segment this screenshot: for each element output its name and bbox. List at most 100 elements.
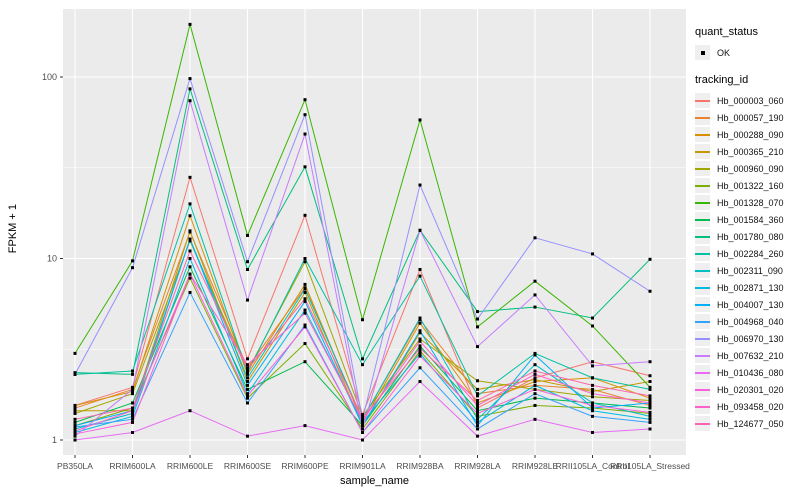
data-point — [476, 427, 479, 431]
legend-item-label: Hb_093458_020 — [717, 401, 784, 412]
data-point — [476, 317, 479, 321]
data-point — [188, 229, 192, 233]
data-point — [418, 346, 422, 350]
data-point — [303, 113, 307, 117]
legend-key-box — [695, 263, 710, 278]
x-tick-label: RRIM928BA — [396, 461, 444, 471]
legend-line-icon — [695, 133, 710, 136]
data-point — [648, 414, 652, 418]
data-point — [188, 265, 192, 269]
data-point — [361, 419, 364, 423]
data-point — [591, 360, 594, 364]
data-point — [131, 430, 134, 434]
legend-line-icon — [695, 337, 710, 340]
data-point — [188, 99, 192, 103]
legend-item: Hb_000365_210 — [695, 143, 799, 160]
legend-line-icon — [695, 422, 710, 425]
x-tick-label: RRIM600SE — [224, 461, 272, 471]
legend-item-label: Hb_001780_080 — [717, 231, 784, 242]
data-point — [246, 434, 249, 438]
data-point — [476, 392, 479, 396]
data-point — [303, 287, 307, 291]
data-point — [648, 360, 652, 364]
data-point — [591, 383, 594, 387]
data-point — [303, 297, 307, 301]
data-point — [533, 387, 537, 391]
legend-item: Hb_000288_090 — [695, 126, 799, 143]
data-point — [131, 266, 134, 270]
data-point — [131, 372, 134, 376]
data-point — [418, 318, 422, 322]
data-point — [246, 376, 249, 380]
legend-key-box — [695, 382, 710, 397]
data-point — [246, 394, 249, 398]
legend-line-icon — [695, 218, 710, 221]
legend-line-icon — [695, 99, 710, 102]
data-point — [188, 214, 192, 218]
data-point — [131, 417, 134, 421]
data-point — [303, 342, 307, 346]
data-point — [188, 276, 192, 280]
data-point — [73, 420, 77, 424]
legend-item-label: Hb_001322_160 — [717, 180, 784, 191]
data-point — [131, 409, 134, 413]
legend-item: Hb_001584_360 — [695, 211, 799, 228]
data-point — [418, 349, 422, 353]
data-point — [648, 401, 652, 405]
data-point — [533, 378, 537, 382]
data-point — [246, 387, 249, 391]
data-point — [361, 363, 364, 367]
legend-item: Hb_006970_130 — [695, 330, 799, 347]
data-point — [246, 383, 249, 387]
data-point — [476, 401, 479, 405]
data-point — [418, 344, 422, 348]
data-point — [246, 380, 249, 384]
legend-item-label: Hb_010436_080 — [717, 367, 784, 378]
data-point — [648, 420, 652, 424]
data-point — [361, 416, 364, 420]
data-point — [246, 298, 249, 302]
legend-line-icon — [695, 354, 710, 357]
legend-item: Hb_004007_130 — [695, 296, 799, 313]
data-point — [361, 430, 364, 434]
legend-key-box — [695, 314, 710, 329]
legend-group-tracking-id: tracking_id Hb_000003_060 Hb_000057_190 Hb… — [695, 74, 799, 432]
data-point — [188, 257, 192, 260]
legend-item-label: Hb_020301_020 — [717, 384, 784, 395]
y-tick-label: 10 — [47, 254, 57, 264]
legend-item: Hb_020301_020 — [695, 381, 799, 398]
data-point — [73, 351, 77, 355]
data-point — [188, 202, 192, 206]
x-tick-label: RRIM600LE — [167, 461, 214, 471]
data-point — [73, 417, 77, 421]
data-point — [246, 233, 249, 237]
legend-item: Hb_001780_080 — [695, 228, 799, 245]
data-point — [533, 383, 537, 387]
x-tick-label: RRIM600LA — [109, 461, 156, 471]
legend-item-ok: OK — [695, 44, 799, 61]
legend-item: Hb_010436_080 — [695, 364, 799, 381]
data-point — [533, 392, 537, 396]
data-point — [418, 354, 422, 358]
data-point — [303, 290, 307, 294]
data-point — [476, 325, 479, 329]
data-point — [418, 274, 422, 278]
data-point — [303, 282, 307, 286]
data-point — [246, 267, 249, 271]
legend-key-box — [695, 195, 710, 210]
data-point — [418, 228, 422, 232]
legend-key-box — [695, 144, 710, 159]
data-point — [418, 339, 422, 343]
data-point — [73, 427, 77, 431]
data-point — [188, 87, 192, 91]
legend-item: Hb_001328_070 — [695, 194, 799, 211]
legend-item-label: Hb_002284_260 — [717, 248, 784, 259]
data-point — [476, 411, 479, 415]
legend-key-box — [695, 399, 710, 414]
data-point — [476, 420, 479, 424]
x-tick-label: RRIM600PE — [281, 461, 329, 471]
legend-line-icon — [695, 252, 710, 255]
legend-key-box — [695, 178, 710, 193]
legend-key-box — [695, 280, 710, 295]
legend-key-box — [695, 365, 710, 380]
